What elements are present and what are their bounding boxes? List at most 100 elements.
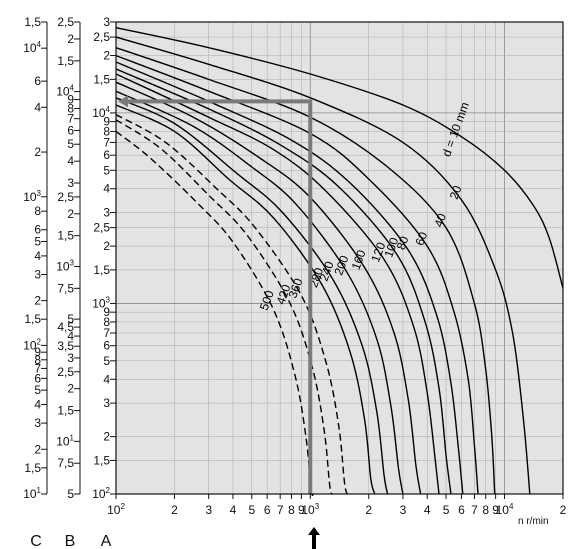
axis-name-c: C [30, 533, 42, 549]
x-tick-label: 4 [424, 503, 431, 517]
y-tick-label-c: 103 [23, 189, 41, 204]
curves [115, 27, 564, 496]
reading-arrow-icon [308, 527, 320, 549]
curve-label: 100 [381, 235, 401, 259]
curve-label: 200 [331, 253, 351, 277]
y-tick-label-a: 3 [103, 396, 110, 410]
y-tick-label-a: 6 [103, 148, 110, 162]
curve-360 [115, 113, 348, 495]
y-tick-label-c: 2 [34, 442, 41, 456]
y-tick-label-a: 102 [92, 486, 110, 501]
x-axis-unit-label: n r/min [518, 516, 549, 527]
x-tick-label: 5 [443, 503, 450, 517]
y-tick-label-b: 1,5 [57, 404, 74, 418]
y-tick-label-c: 104 [23, 40, 41, 55]
curve-60 [115, 54, 479, 495]
curve-label: 240 [317, 259, 337, 283]
y-tick-label-a: 1,5 [93, 453, 110, 467]
y-tick-label-b: 2,5 [57, 15, 74, 29]
y-tick-label-c: 101 [23, 486, 41, 501]
curve-label: 60 [413, 230, 431, 248]
y-tick-label-b: 2 [67, 207, 74, 221]
curve-label: 360 [286, 276, 306, 300]
curve-label: 500 [257, 288, 277, 312]
y-tick-label-c: 5 [34, 235, 41, 249]
x-tick-label: 6 [264, 503, 271, 517]
y-tick-label-b: 3 [67, 351, 74, 365]
y-tick-label-c: 4 [34, 398, 41, 412]
y-tick-label-a: 2,5 [93, 221, 110, 235]
curve-label: 120 [368, 240, 388, 264]
x-tick-label: 8 [482, 503, 489, 517]
y-tick-label-a: 9 [103, 115, 110, 129]
x-tick-label: 9 [298, 503, 305, 517]
y-tick-label-a: 9 [103, 305, 110, 319]
x-tick-label: 9 [492, 503, 499, 517]
y-tick-label-b: 5 [67, 312, 74, 326]
axis-name-a: A [101, 533, 112, 549]
curve-label: 160 [349, 248, 369, 272]
curve-label: 20 [447, 183, 465, 201]
y-tick-label-b: 1,5 [57, 229, 74, 243]
y-tick-label-b: 9 [67, 93, 74, 107]
curve-420 [115, 119, 334, 495]
y-tick-label-b: 5 [67, 137, 74, 151]
y-tick-label-c: 6 [34, 371, 41, 385]
curve-label: 80 [394, 234, 412, 252]
y-tick-label-b: 3 [67, 176, 74, 190]
y-tick-label-b: 2,5 [57, 190, 74, 204]
y-tick-label-a: 2 [103, 430, 110, 444]
reading-guide [124, 99, 313, 494]
y-tick-label-a: 1,5 [93, 72, 110, 86]
y-tick-label-c: 7 [34, 361, 41, 375]
x-tick-label: 2 [560, 503, 567, 517]
y-tick-label-b: 103 [56, 258, 74, 273]
curve-120 [115, 73, 440, 495]
curve-40 [115, 47, 496, 495]
y-tick-label-a: 6 [103, 339, 110, 353]
x-tick-label: 6 [458, 503, 465, 517]
x-tick-label: 8 [288, 503, 295, 517]
y-tick-label-b: 4 [67, 329, 74, 343]
x-tick-label: 102 [107, 502, 125, 517]
x-tick-label: 7 [277, 503, 284, 517]
y-tick-label-b: 4,5 [57, 320, 74, 334]
x-tick-label: 104 [496, 502, 514, 517]
y-tick-label-c: 6 [34, 223, 41, 237]
y-tick-label-c: 2 [34, 145, 41, 159]
y-tick-label-b: 2 [67, 382, 74, 396]
y-tick-label-b: 7,5 [57, 456, 74, 470]
x-tick-label: 2 [365, 503, 372, 517]
curve-160 [115, 81, 422, 495]
x-tick-label: 3 [400, 503, 407, 517]
curve-label: 40 [431, 211, 449, 229]
curve-d-10-mm [115, 27, 564, 289]
curve-label: 420 [274, 282, 294, 306]
y-tick-label-c: 3 [34, 416, 41, 430]
y-tick-label-b: 4 [67, 154, 74, 168]
y-tick-label-a: 5 [103, 354, 110, 368]
y-tick-label-a: 7 [103, 135, 110, 149]
x-tick-label: 103 [301, 502, 319, 517]
y-tick-label-a: 3 [103, 15, 110, 29]
curve-100 [115, 68, 452, 495]
y-tick-label-a: 2,5 [93, 30, 110, 44]
curve-280 [115, 104, 376, 495]
y-tick-label-c: 3 [34, 267, 41, 281]
x-tick-label: 7 [471, 503, 478, 517]
y-tick-label-a: 3 [103, 206, 110, 220]
y-tick-label-c: 8 [34, 353, 41, 367]
example-reading [118, 95, 313, 494]
y-tick-label-b: 5 [67, 487, 74, 501]
y-tick-label-c: 2 [34, 294, 41, 308]
y-tick-label-c: 4 [34, 249, 41, 263]
y-tick-label-c: 6 [34, 74, 41, 88]
x-tick-label: 5 [248, 503, 255, 517]
y-tick-label-b: 7 [67, 112, 74, 126]
y-tick-label-b: 101 [56, 433, 74, 448]
x-tick-label: 3 [205, 503, 212, 517]
y-tick-label-a: 2 [103, 49, 110, 63]
curve-20 [115, 36, 531, 495]
